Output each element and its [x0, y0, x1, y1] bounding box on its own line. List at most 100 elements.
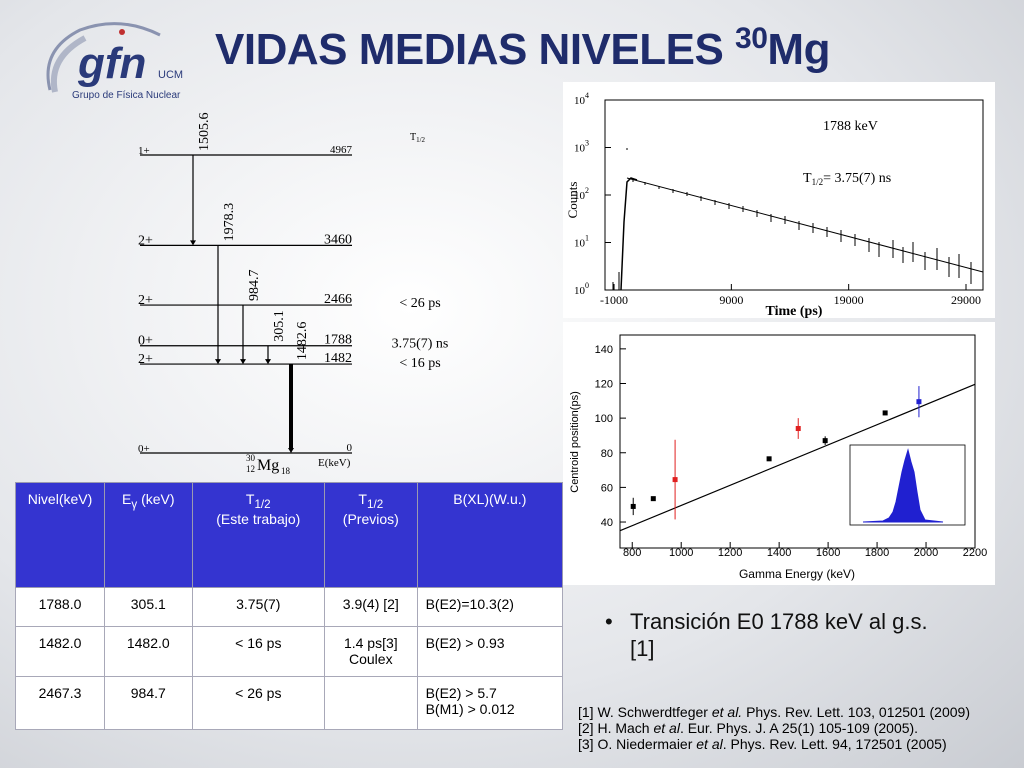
cell-line: 1.4 ps[3] — [343, 635, 398, 651]
table-row: 2467.3 984.7 < 26 ps B(E2) > 5.7 B(M1) > 0.0… — [15, 676, 564, 730]
table-cell: 3.75(7) — [191, 587, 326, 627]
cell-line: Coulex — [349, 651, 393, 667]
y-tick-exp: 4 — [585, 91, 589, 100]
x-tick-label: 1400 — [767, 547, 791, 559]
table-cell: B(E2) > 0.93 — [416, 626, 564, 677]
y-tick-base: 10 — [574, 190, 586, 202]
header-text: E — [122, 491, 132, 507]
transition-energy: 984.7 — [247, 270, 262, 302]
transition-arrowhead — [190, 240, 196, 246]
level-spin: 0+ — [138, 334, 153, 349]
sub: 1/2 — [416, 136, 425, 144]
logo-arc — [50, 35, 87, 93]
x-axis-label: Gamma Energy (keV) — [739, 567, 855, 581]
header-sub: 1/2 — [254, 497, 271, 511]
reference: [2] H. Mach et al. Eur. Phys. J. A 25(1)… — [578, 720, 970, 736]
title-after: Mg — [767, 25, 830, 74]
y-tick-label: 104 — [574, 91, 589, 107]
table-cell: < 16 ps — [191, 626, 326, 677]
logo-dot — [119, 29, 125, 35]
logo-name: gfn — [77, 39, 146, 88]
transition-arrowhead — [240, 359, 246, 365]
table-cell: 984.7 — [104, 676, 193, 730]
cell-line: B(M1) > 0.012 — [425, 701, 515, 717]
y-tick-base: 10 — [574, 143, 586, 155]
nucleus-a: 30 — [246, 453, 256, 463]
table-row: 1482.0 1482.0 < 16 ps 1.4 ps[3] Coulex B(E2) … — [15, 626, 564, 677]
y-axis-label: Centroid position(ps) — [569, 391, 581, 493]
level-spin: 2+ — [138, 352, 153, 367]
x-tick-label: 1200 — [718, 547, 742, 559]
y-tick-label: 60 — [601, 482, 613, 494]
table-cell: B(E2) > 5.7 B(M1) > 0.012 — [416, 676, 564, 730]
point — [916, 399, 922, 405]
y-tick-exp: 1 — [585, 234, 589, 243]
logo-arc — [46, 22, 161, 91]
x-tick-label: 9000 — [719, 293, 743, 307]
transition-arrowhead — [265, 359, 271, 365]
title-sup: 30 — [735, 22, 768, 55]
plot-frame — [604, 99, 984, 291]
nucleus-z: 12 — [246, 464, 255, 474]
header-sub: γ — [131, 497, 138, 511]
transition-energy: 1482.6 — [295, 322, 310, 361]
y-tick-label: 80 — [601, 448, 613, 460]
header-text: T — [358, 491, 367, 507]
header-after: (Este trabajo) — [216, 510, 301, 527]
x-tick-label: 29000 — [951, 293, 981, 307]
y-tick-label: 101 — [574, 234, 589, 250]
table-cell: 1482.0 — [104, 626, 193, 677]
header-text: T — [245, 491, 255, 507]
point — [766, 456, 772, 462]
table-cell: < 26 ps — [191, 676, 326, 730]
level-energy: 0 — [347, 442, 353, 454]
reference-part: [2] H. Mach — [578, 720, 654, 736]
table-cell: B(E2)=10.3(2) — [416, 587, 564, 627]
level-scheme: 1+ 4967 2+ 3460 2+ 2466 < 26 ps 0+ 1788 3.75(7) n… — [138, 112, 448, 476]
title-text: VIDAS MEDIAS NIVELES — [215, 25, 736, 74]
title: VIDAS MEDIAS NIVELES 30Mg — [215, 22, 830, 75]
y-tick-base: 10 — [574, 238, 586, 250]
header-text: Nivel(keV) — [27, 491, 93, 507]
x-tick-label: 19000 — [834, 293, 864, 307]
bullet-dot: • — [605, 609, 613, 634]
level-spin: 2+ — [138, 293, 153, 308]
point — [822, 438, 828, 444]
bullet: • Transición E0 1788 keV al g.s. [1] — [605, 608, 945, 662]
cell-line: B(E2) > 5.7 — [425, 685, 497, 701]
r: T — [803, 171, 812, 186]
references: [1] W. Schwerdtfeger et al. Phys. Rev. L… — [578, 704, 970, 752]
table-cell: 2467.3 — [15, 676, 105, 730]
level-spin: 2+ — [138, 233, 153, 248]
reference-part: . Phys. Rev. Lett. 94, 172501 (2005) — [722, 736, 947, 752]
level-energy: 4967 — [330, 144, 353, 156]
level-energy: 2466 — [324, 292, 352, 307]
fit-line — [619, 383, 976, 532]
x-tick-label: 1800 — [865, 547, 889, 559]
y-tick-base: 10 — [574, 95, 586, 107]
reference-part: et al. — [711, 704, 743, 720]
table-body: 1788.0 305.1 3.75(7) 3.9(4) [2] B(E2)=10.3(2… — [15, 587, 564, 730]
table-cell: 1.4 ps[3] Coulex — [324, 626, 418, 677]
transition-arrowhead — [215, 359, 221, 365]
y-tick-label: 120 — [595, 378, 613, 390]
x-tick-label: 2200 — [963, 547, 987, 559]
logo-group: Grupo de Física Nuclear — [72, 90, 181, 101]
logo-sub: UCM — [158, 69, 183, 81]
y-tick-label: 100 — [595, 413, 613, 425]
level-spin: 1+ — [138, 145, 150, 157]
decay-label: 1788 keV — [823, 119, 878, 134]
x-tick-label: 1600 — [816, 547, 840, 559]
reference: [3] O. Niedermaier et al. Phys. Rev. Let… — [578, 736, 970, 752]
x-tick-label: 2000 — [914, 547, 938, 559]
nucleus-symbol: Mg — [257, 457, 279, 474]
y-tick-label: 103 — [574, 139, 589, 155]
nucleus-n: 18 — [281, 466, 291, 476]
x-tick-label: -1000 — [600, 293, 628, 307]
table-cell: 1788.0 — [15, 587, 105, 627]
y-tick-base: 10 — [574, 285, 586, 297]
header-cell: T1/2 (Este trabajo) — [191, 482, 326, 588]
y-tick-label: 140 — [595, 344, 613, 356]
table-cell: 3.9(4) [2] — [324, 587, 418, 627]
